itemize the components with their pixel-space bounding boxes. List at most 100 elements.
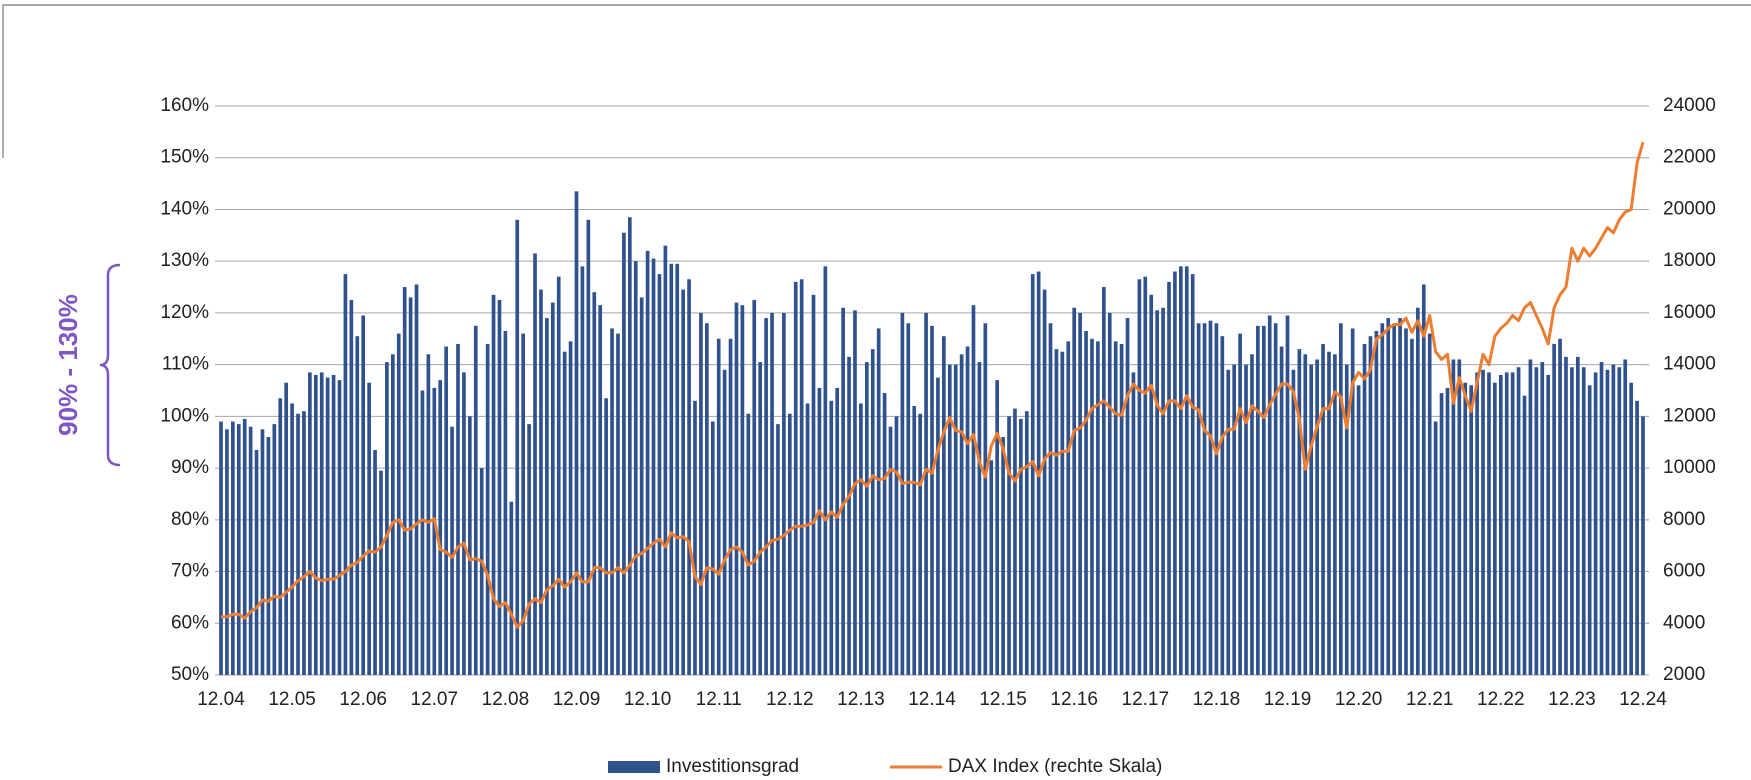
bar xyxy=(1042,289,1047,675)
bar xyxy=(936,377,940,675)
bar xyxy=(485,343,490,675)
bar xyxy=(456,343,460,675)
bar xyxy=(1344,364,1349,675)
bar xyxy=(864,362,869,675)
bar xyxy=(1581,367,1586,675)
bar xyxy=(1309,364,1314,675)
y2-tick-label: 4000 xyxy=(1663,612,1705,633)
x-tick-label: 12.06 xyxy=(339,689,387,710)
bar xyxy=(248,426,253,675)
bar xyxy=(764,318,768,675)
bar xyxy=(1013,408,1017,675)
bar xyxy=(616,333,620,675)
bar xyxy=(1184,266,1189,675)
bar xyxy=(918,413,922,675)
bar xyxy=(610,328,614,675)
bar xyxy=(1599,362,1604,675)
bar xyxy=(556,276,561,675)
bar xyxy=(1238,333,1242,675)
bar xyxy=(278,398,283,675)
bar xyxy=(823,266,828,675)
bar xyxy=(272,424,277,675)
bar xyxy=(1125,318,1130,675)
bar xyxy=(1261,325,1266,675)
bar xyxy=(1392,325,1396,675)
bar xyxy=(1321,343,1325,675)
bar xyxy=(1273,323,1278,675)
bar xyxy=(1173,271,1177,675)
x-tick-label: 12.09 xyxy=(553,689,601,710)
bar xyxy=(894,416,899,675)
bar xyxy=(308,372,312,675)
bar xyxy=(1540,362,1545,675)
bar xyxy=(266,437,271,675)
bar xyxy=(533,253,537,675)
bar xyxy=(1078,312,1082,675)
bar xyxy=(545,318,549,675)
bar xyxy=(1030,274,1035,675)
bar xyxy=(793,281,798,675)
bar xyxy=(1232,364,1237,675)
bar xyxy=(1356,385,1361,675)
bar xyxy=(770,312,774,675)
bar xyxy=(645,250,650,675)
y2-tick-label: 14000 xyxy=(1663,354,1716,375)
bar xyxy=(1024,411,1029,675)
bar xyxy=(396,333,401,675)
y2-tick-label: 20000 xyxy=(1663,198,1716,219)
y-tick-label: 50% xyxy=(171,664,209,685)
bar xyxy=(811,294,816,675)
bar xyxy=(1629,382,1633,675)
bar xyxy=(639,297,644,675)
bar xyxy=(1084,331,1088,675)
bar xyxy=(693,400,697,675)
bar xyxy=(361,315,366,675)
y2-tick-label: 24000 xyxy=(1663,95,1716,116)
y-tick-label: 100% xyxy=(160,405,209,426)
bar xyxy=(953,364,958,675)
bar xyxy=(367,382,371,675)
bar xyxy=(580,266,585,675)
bar xyxy=(1451,359,1456,675)
bar xyxy=(1350,328,1355,675)
bar xyxy=(1410,338,1414,675)
bar xyxy=(841,307,845,675)
bar xyxy=(782,312,786,675)
bar xyxy=(622,232,626,675)
bar xyxy=(728,338,733,675)
bar xyxy=(562,351,567,675)
bar xyxy=(1445,387,1450,675)
bar xyxy=(1522,395,1527,675)
bar xyxy=(627,217,632,676)
bar xyxy=(231,421,235,675)
bar xyxy=(1362,343,1367,675)
bar xyxy=(1155,310,1159,675)
bar xyxy=(1190,274,1195,675)
bar xyxy=(1267,315,1272,675)
bar xyxy=(1617,367,1622,675)
bar xyxy=(983,323,988,675)
bar xyxy=(444,346,448,675)
bar xyxy=(1054,349,1059,675)
bar xyxy=(1439,393,1444,675)
bar xyxy=(669,263,674,675)
bar xyxy=(1196,323,1201,675)
bar xyxy=(296,413,300,675)
bar xyxy=(598,305,603,675)
bar xyxy=(1481,369,1485,675)
bar xyxy=(1546,374,1551,675)
bar xyxy=(1487,372,1491,675)
x-tick-label: 12.15 xyxy=(979,689,1027,710)
bar xyxy=(1137,279,1142,675)
bar xyxy=(1510,372,1515,675)
bar xyxy=(302,411,306,675)
bar xyxy=(912,406,917,675)
y-tick-label: 130% xyxy=(160,250,209,271)
bar xyxy=(527,424,531,675)
bar xyxy=(1504,372,1509,675)
bar xyxy=(1220,336,1225,675)
bar xyxy=(758,362,763,675)
bar xyxy=(325,377,330,675)
bar xyxy=(1107,312,1112,675)
